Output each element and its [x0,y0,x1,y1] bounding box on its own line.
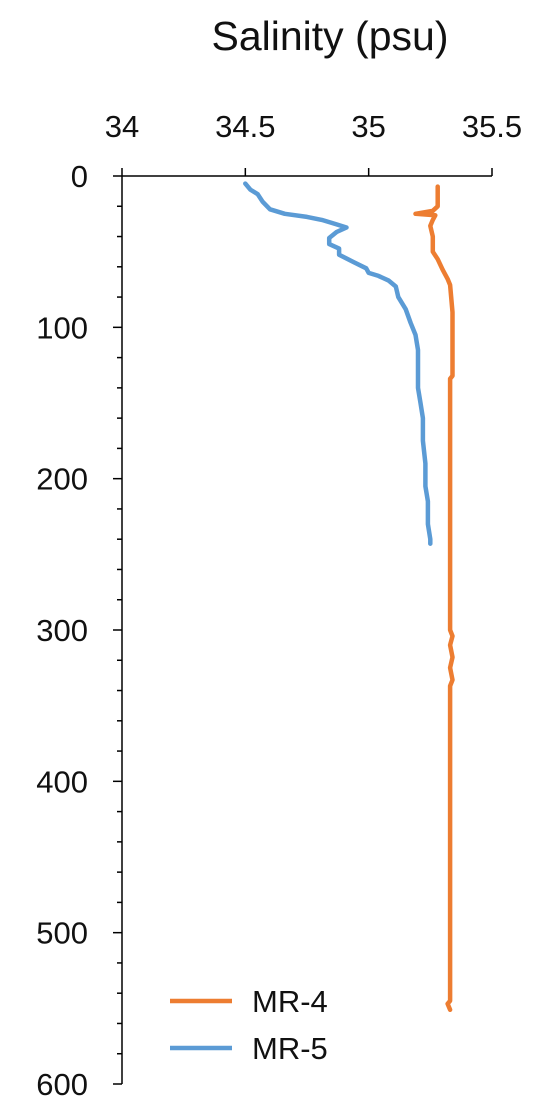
y-tick-label: 400 [36,764,88,799]
legend-label-mr-4: MR-4 [252,984,328,1019]
y-tick-label: 600 [36,1067,88,1102]
chart-title: Salinity (psu) [212,13,449,59]
y-tick-label: 100 [36,310,88,345]
x-tick-label: 34 [105,109,139,144]
y-tick-label: 500 [36,916,88,951]
y-tick-label: 200 [36,462,88,497]
y-axis: 0 100 200 300 400 500 600 [36,159,123,1102]
series-line-mr-4 [413,184,455,1013]
y-tick-label: 0 [71,159,88,194]
x-tick-label: 35 [351,109,385,144]
y-tick-label: 300 [36,613,88,648]
series-layer [243,181,455,1013]
x-axis: 34 34.5 35 35.5 [105,109,522,177]
legend-label-mr-5: MR-5 [252,1031,328,1066]
x-tick-label: 35.5 [462,109,522,144]
x-tick-label: 34.5 [215,109,275,144]
series-line-mr-5 [243,181,433,546]
legend: MR-4 MR-5 [170,984,328,1066]
